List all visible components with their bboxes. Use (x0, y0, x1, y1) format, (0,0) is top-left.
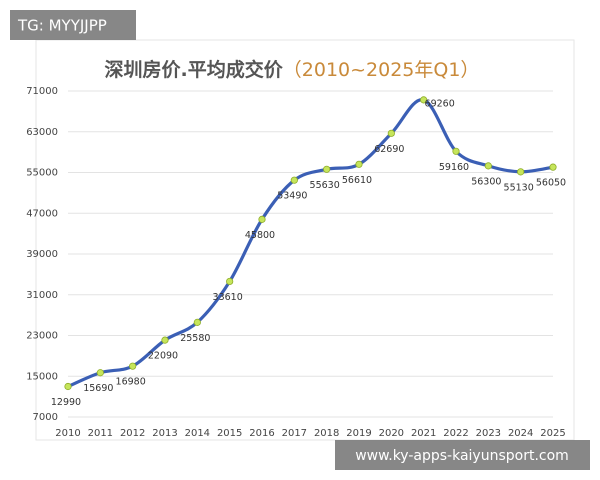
data-point (549, 163, 557, 171)
data-label: 56610 (342, 175, 372, 186)
x-tick-label: 2017 (282, 428, 307, 439)
watermark: TG: MYYJJPP (17, 17, 107, 35)
x-tick-label: 2011 (88, 428, 113, 439)
y-tick-label: 15000 (26, 371, 58, 382)
x-tick-label: 2019 (346, 428, 371, 439)
data-label: 25580 (180, 333, 210, 344)
y-tick-label: 71000 (26, 86, 58, 97)
y-tick-label: 7000 (33, 412, 58, 423)
y-tick-label: 23000 (26, 331, 58, 342)
data-label: 22090 (148, 351, 178, 362)
data-point (323, 165, 331, 173)
data-label: 59160 (439, 162, 469, 173)
series-line (67, 98, 554, 388)
y-tick-label: 63000 (26, 127, 58, 138)
data-label: 53490 (277, 191, 307, 202)
x-tick-label: 2021 (411, 428, 436, 439)
data-label: 15690 (83, 383, 113, 394)
x-tick-label: 2024 (508, 428, 533, 439)
x-tick-label: 2025 (540, 428, 565, 439)
watermark-box (10, 10, 136, 40)
x-tick-label: 2014 (185, 428, 210, 439)
data-point (161, 336, 169, 344)
data-point (258, 215, 266, 223)
watermark: www.ky-apps-kaiyunsport.com (355, 448, 569, 464)
y-tick-label: 39000 (26, 249, 58, 260)
x-tick-label: 2015 (217, 428, 242, 439)
data-point (517, 168, 525, 176)
x-tick-label: 2012 (120, 428, 145, 439)
x-tick-label: 2020 (379, 428, 404, 439)
chart-frame (35, 39, 575, 441)
y-tick-label: 31000 (26, 290, 58, 301)
data-point (129, 362, 137, 370)
x-tick-label: 2010 (55, 428, 80, 439)
chart-subtitle: （2010~2025年Q1） (283, 59, 480, 81)
data-label: 16980 (116, 377, 146, 388)
data-point (484, 162, 492, 170)
x-tick-label: 2013 (152, 428, 177, 439)
data-point (387, 129, 395, 137)
data-label: 62690 (374, 144, 404, 155)
data-label: 33610 (213, 292, 243, 303)
data-point (420, 96, 428, 104)
chart-heading: 深圳房价.平均成交价（2010~2025年Q1） (105, 58, 480, 81)
data-point (226, 277, 234, 286)
data-point (64, 382, 72, 391)
data-point (452, 147, 460, 155)
data-label: 56300 (471, 176, 501, 187)
data-label: 12990 (51, 397, 81, 408)
x-tick-label: 2016 (249, 428, 274, 439)
x-tick-label: 2018 (314, 428, 339, 439)
y-tick-label: 47000 (26, 208, 58, 219)
data-label: 69260 (425, 98, 455, 109)
data-label: 55130 (504, 182, 534, 193)
chart-title: 深圳房价.平均成交价 (105, 58, 284, 81)
data-point (193, 318, 201, 326)
data-label: 55630 (310, 180, 340, 191)
data-label: 45800 (245, 230, 275, 241)
x-tick-label: 2023 (476, 428, 501, 439)
data-point (290, 176, 298, 184)
data-label: 56050 (536, 178, 566, 189)
data-point (96, 369, 104, 377)
x-tick-label: 2022 (443, 428, 468, 439)
y-tick-label: 55000 (26, 168, 58, 179)
watermark-box (335, 440, 590, 470)
data-point (355, 160, 363, 168)
